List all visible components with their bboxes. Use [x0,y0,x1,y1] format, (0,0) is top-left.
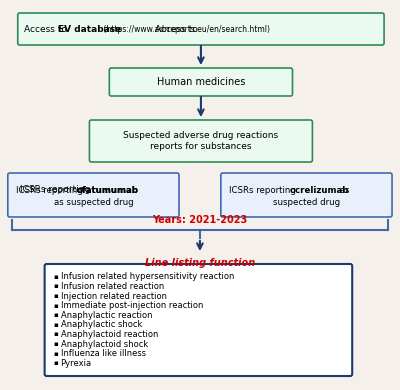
Text: Access to: Access to [24,25,70,34]
Text: ▪: ▪ [53,322,58,328]
Text: Years: 2021-2023: Years: 2021-2023 [152,215,248,225]
Text: Injection related reaction: Injection related reaction [60,292,166,301]
Text: ICSRs reporting: ICSRs reporting [16,186,85,195]
FancyBboxPatch shape [18,13,384,45]
Text: ▪: ▪ [53,303,58,308]
Text: ICSRs reporting: ICSRs reporting [229,186,298,195]
FancyBboxPatch shape [221,173,392,217]
Text: suspected drug: suspected drug [273,198,340,207]
Text: Line listing function: Line listing function [145,258,255,268]
Text: ▪: ▪ [53,274,58,280]
Text: Anaphylactic reaction: Anaphylactic reaction [60,311,152,320]
Text: Infusion related reaction: Infusion related reaction [60,282,164,291]
Text: EV database: EV database [58,25,121,34]
Text: as: as [337,186,350,195]
Text: Access to: Access to [155,25,201,34]
FancyBboxPatch shape [109,68,292,96]
Text: ▪: ▪ [53,332,58,337]
Text: Anaphylactoid shock: Anaphylactoid shock [60,340,148,349]
FancyBboxPatch shape [8,173,179,217]
Text: ▪: ▪ [53,360,58,366]
Text: Immediate post-injection reaction: Immediate post-injection reaction [60,301,203,310]
Text: ICSRs reporting: ICSRs reporting [20,184,94,193]
Text: Human medicines: Human medicines [157,77,245,87]
Text: Anaphylactic shock: Anaphylactic shock [60,320,142,330]
Text: ▪: ▪ [53,341,58,347]
Text: ▪: ▪ [53,312,58,318]
Text: ofatumumab: ofatumumab [76,186,138,195]
Text: (https://www.adrreports.eu/en/search.html): (https://www.adrreports.eu/en/search.htm… [101,25,270,34]
Text: ▪: ▪ [53,293,58,299]
Text: Pyrexia: Pyrexia [60,359,92,368]
FancyBboxPatch shape [90,120,312,162]
Text: Anaphylactoid reaction: Anaphylactoid reaction [60,330,158,339]
Text: ▪: ▪ [53,351,58,357]
Text: Infusion related hypersensitivity reaction: Infusion related hypersensitivity reacti… [60,272,234,281]
FancyBboxPatch shape [45,264,352,376]
Text: ofatumumab: ofatumumab [76,186,138,195]
Text: Influenza like illness: Influenza like illness [60,349,146,358]
Text: Suspected adverse drug reactions
reports for substances: Suspected adverse drug reactions reports… [123,131,278,151]
Text: ocrelizumab: ocrelizumab [290,186,349,195]
Text: as suspected drug: as suspected drug [54,198,133,207]
Text: ▪: ▪ [53,284,58,289]
